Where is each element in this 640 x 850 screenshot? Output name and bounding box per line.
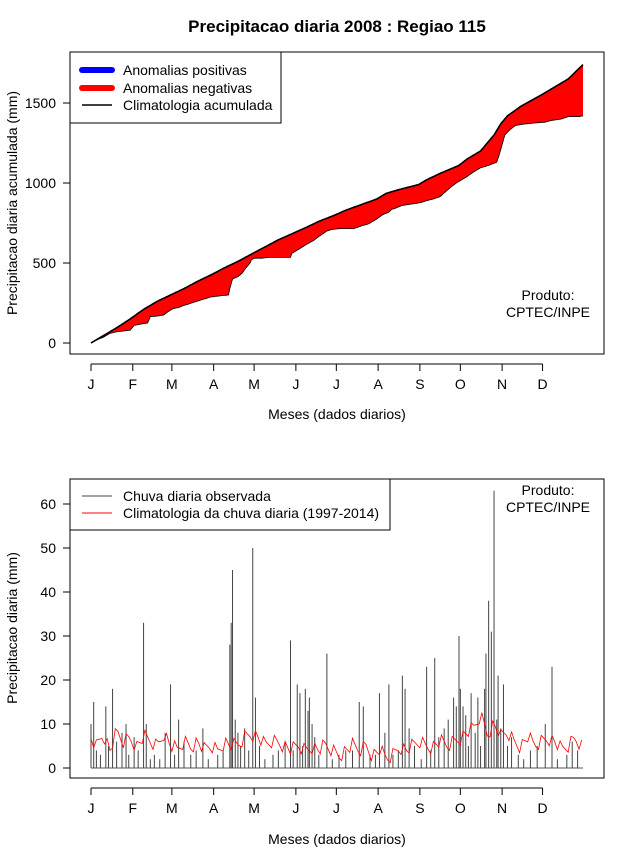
cumulative-note-line2: CPTEC/INPE	[506, 304, 590, 320]
cumulative-xtick-label: N	[497, 376, 507, 392]
daily-ytick-label: 10	[40, 716, 56, 732]
cumulative-note-line1: Produto:	[522, 287, 575, 303]
daily-xtick-label: O	[455, 800, 466, 816]
cumulative-xlabel: Meses (dados diarios)	[268, 406, 406, 422]
cumulative-ytick-label: 500	[33, 255, 57, 271]
cumulative-xtick-label: J	[88, 376, 95, 392]
daily-ylabel: Precipitacao diaria (mm)	[4, 552, 20, 704]
daily-panel: 0 10 20 30 40 50 60 J F M A M J J A S O N D Precipitacao d…	[4, 478, 605, 847]
climatology-cumulative-line	[90, 64, 584, 344]
cumulative-xtick-label: O	[455, 376, 466, 392]
cumulative-xtick-label: M	[248, 376, 260, 392]
cumulative-xtick-label: A	[373, 376, 383, 392]
daily-ytick-label: 30	[40, 628, 56, 644]
daily-xtick-label: N	[497, 800, 507, 816]
cumulative-axes: 0 500 1000 1500 J F M A M J J A S O N D	[25, 95, 548, 392]
observed-cumulative-line	[90, 115, 584, 344]
daily-xtick-label: A	[209, 800, 219, 816]
daily-ytick-label: 60	[40, 496, 56, 512]
daily-xtick-label: D	[537, 800, 547, 816]
daily-rain-bars	[90, 490, 583, 769]
daily-xtick-label: M	[166, 800, 178, 816]
daily-climatology-line	[90, 712, 583, 764]
daily-note-line1: Produto:	[522, 482, 575, 498]
daily-xtick-label: F	[129, 800, 138, 816]
cumulative-xtick-label: M	[166, 376, 178, 392]
daily-legend-box	[69, 478, 391, 531]
cumulative-xtick-label: S	[415, 376, 424, 392]
daily-legend: Chuva diaria observada Climatologia da c…	[69, 478, 391, 531]
cumulative-panel: 0 500 1000 1500 J F M A M J J A S O N D Precipitacao di…	[4, 51, 605, 422]
daily-xtick-label: A	[373, 800, 383, 816]
anomaly-area-layer	[90, 64, 584, 344]
cumulative-ytick-label: 0	[48, 335, 56, 351]
daily-ytick-label: 40	[40, 584, 56, 600]
legend-label-daily-climatology: Climatologia da chuva diaria (1997-2014)	[123, 505, 379, 521]
cumulative-xtick-label: D	[537, 376, 547, 392]
daily-climatology-layer	[90, 712, 583, 764]
daily-xtick-label: J	[292, 800, 299, 816]
cumulative-legend: Anomalias positivas Anomalias negativas …	[69, 51, 282, 124]
daily-xlabel: Meses (dados diarios)	[268, 831, 406, 847]
daily-axes: 0 10 20 30 40 50 60 J F M A M J J A S O N D	[40, 496, 547, 816]
cumulative-ytick-label: 1500	[25, 95, 56, 111]
cumulative-xtick-label: F	[129, 376, 138, 392]
daily-note-line2: CPTEC/INPE	[506, 499, 590, 515]
legend-label-positive: Anomalias positivas	[123, 62, 247, 78]
cumulative-ylabel: Precipitacao diaria acumulada (mm)	[4, 91, 20, 315]
cumulative-ytick-label: 1000	[25, 175, 56, 191]
cumulative-xtick-label: J	[292, 376, 299, 392]
cumulative-xtick-label: A	[209, 376, 219, 392]
legend-label-climatology: Climatologia acumulada	[123, 97, 273, 113]
daily-ytick-label: 20	[40, 672, 56, 688]
cumulative-xtick-label: J	[333, 376, 340, 392]
daily-xtick-label: M	[248, 800, 260, 816]
daily-xtick-label: J	[88, 800, 95, 816]
legend-label-negative: Anomalias negativas	[123, 80, 252, 96]
daily-xtick-label: J	[333, 800, 340, 816]
figure-title: Precipitacao diaria 2008 : Regiao 115	[188, 17, 486, 36]
daily-ytick-label: 50	[40, 540, 56, 556]
daily-ytick-label: 0	[48, 760, 56, 776]
legend-label-observed: Chuva diaria observada	[123, 488, 271, 504]
daily-xtick-label: S	[415, 800, 424, 816]
